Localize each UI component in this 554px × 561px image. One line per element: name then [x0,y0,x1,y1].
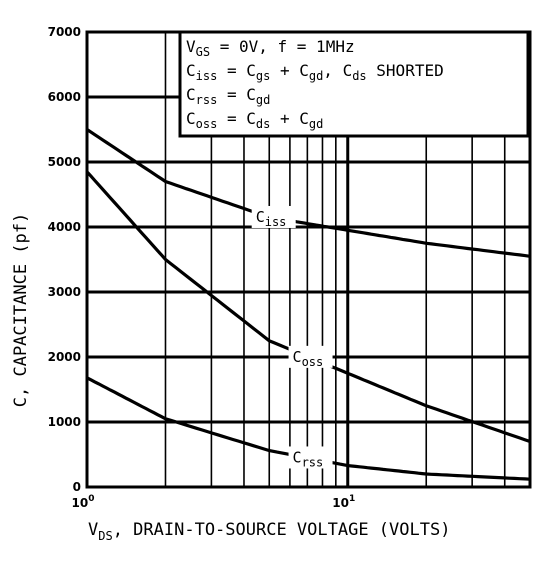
condition-text: , C [323,61,352,80]
condition-text: = C [217,109,256,128]
series-label-sub: rss [302,455,324,469]
x-axis-label: VDS, DRAIN-TO-SOURCE VOLTAGE (VOLTS) [88,520,450,543]
series-label-oss: Coss [293,348,324,369]
condition-line: VGS = 0V, f = 1MHz [186,37,355,59]
series-label-bg-iss [251,205,296,228]
x-tick-label: 101 [332,494,355,510]
condition-subscript: gd [256,93,270,107]
x-tick-base: 10 [332,496,349,510]
series-label-bg-rss [288,446,333,469]
condition-text: = C [217,85,256,104]
condition-text: = 0V, f = 1MHz [210,37,355,56]
y-tick-label: 0 [73,480,81,494]
series-label-letter: C [293,448,302,466]
y-tick-label: 5000 [48,155,81,169]
condition-line: Coss = Cds + Cgd [186,109,323,131]
y-tick-label: 1000 [48,415,81,429]
condition-text: SHORTED [367,61,444,80]
series-label-rss: Crss [293,448,324,469]
series-label-letter: C [256,208,265,226]
series-label-iss: Ciss [256,208,287,229]
condition-text: V [186,37,196,56]
condition-subscript: gd [309,69,323,83]
y-tick-label: 4000 [48,220,81,234]
series-line-iss [86,128,531,258]
y-tick-label: 3000 [48,285,81,299]
x-tick-exp: 1 [349,494,355,504]
condition-line: Ciss = Cgs + Cgd, Cds SHORTED [186,61,444,83]
x-tick-label: 100 [72,494,95,510]
condition-subscript: ds [256,117,270,131]
x-tick-base: 10 [72,496,89,510]
condition-text: C [186,61,196,80]
condition-subscript: oss [196,117,218,131]
x-axis-label-main: V [88,520,98,540]
condition-subscript: gd [309,117,323,131]
x-axis-label-sub: DS [98,529,112,543]
series-label-letter: C [293,348,302,366]
condition-subscript: gs [256,69,270,83]
y-tick-label: 7000 [48,25,81,39]
condition-subscript: iss [196,69,218,83]
series-label-sub: oss [302,355,324,369]
x-tick-exp: 0 [88,494,94,504]
condition-text: + C [270,61,309,80]
y-axis-label: C, CAPACITANCE (pf) [11,213,31,407]
condition-text: = C [217,61,256,80]
condition-text: C [186,109,196,128]
series-line-oss [85,170,531,444]
conditions-box-border [178,30,530,138]
condition-subscript: ds [352,69,366,83]
condition-text: + C [270,109,309,128]
condition-subscript: rss [196,93,218,107]
condition-text: C [186,85,196,104]
x-axis-label-rest: , DRAIN-TO-SOURCE VOLTAGE (VOLTS) [113,520,451,540]
condition-line: Crss = Cgd [186,85,270,107]
series-label-sub: iss [265,215,287,229]
y-tick-label: 6000 [48,90,81,104]
series-label-bg-oss [288,345,333,368]
condition-subscript: GS [196,45,210,59]
y-tick-label: 2000 [48,350,81,364]
